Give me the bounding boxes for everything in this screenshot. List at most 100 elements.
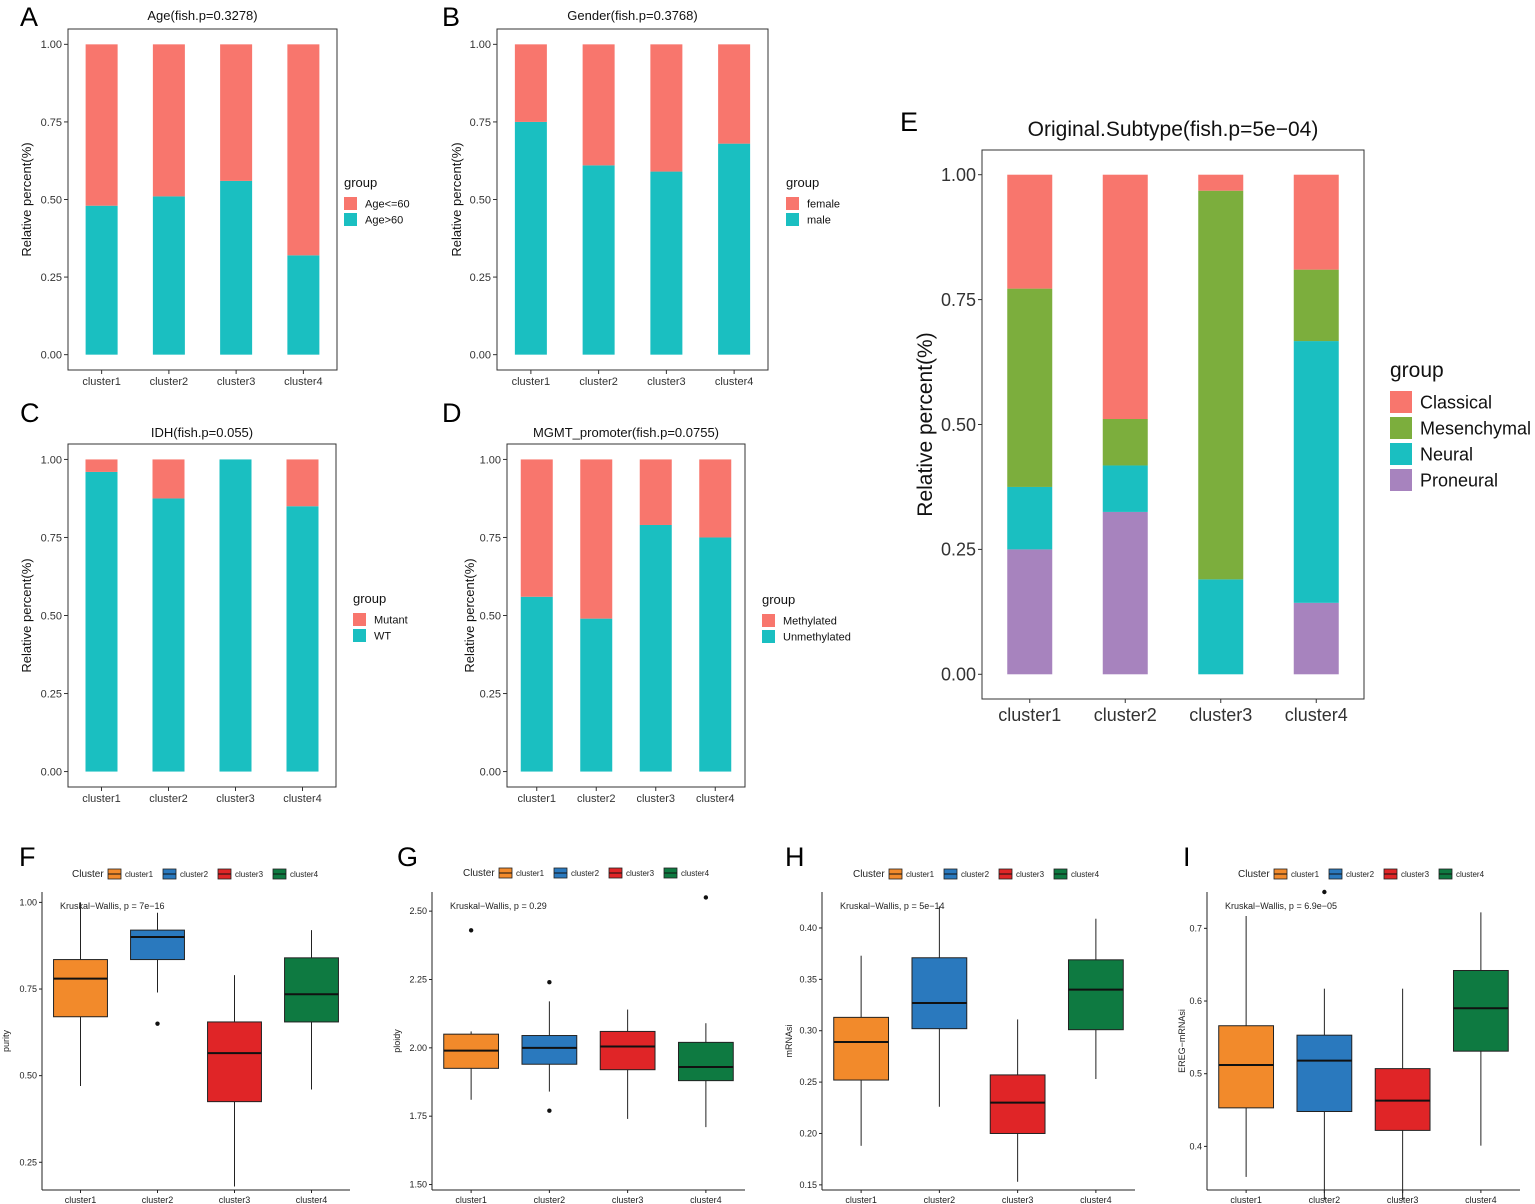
panel-d-ytick-label: 0.75 <box>480 532 501 544</box>
panel-d-bar-cluster1-unmethylated <box>520 596 553 772</box>
panel-g-xtick-label: cluster4 <box>690 1195 722 1204</box>
panel-e-xtick-label: cluster4 <box>1285 705 1348 725</box>
panel-f-ytick-label: 0.25 <box>19 1157 37 1167</box>
panel-h-box-cluster1 <box>833 1016 890 1081</box>
panel-d-legend-label: Methylated <box>783 615 837 627</box>
panel-e-ytick-label: 0.75 <box>941 290 976 310</box>
panel-b-ytick-label: 0.50 <box>470 194 491 206</box>
panel-e-bar-cluster4-proneural <box>1293 602 1339 675</box>
panel-d-bar-cluster4-unmethylated <box>699 537 732 772</box>
panel-i-box-cluster2 <box>1296 1034 1353 1113</box>
panel-b-bar-cluster1-female <box>514 44 547 122</box>
panel-g-legend-title: Cluster <box>463 868 495 879</box>
panel-h-ytick-label: 0.40 <box>799 923 817 933</box>
panel-i-ytick-label: 0.5 <box>1189 1069 1202 1079</box>
panel-e-ylabel: Relative percent(%) <box>914 332 937 516</box>
panel-d-legend-title: group <box>762 592 795 607</box>
panel-a-legend-label: Age<=60 <box>365 198 410 210</box>
panel-e-bar-cluster3-neural <box>1198 579 1244 675</box>
panel-f-box-cluster1 <box>53 959 108 1018</box>
panel-a-xtick-label: cluster2 <box>150 376 189 388</box>
panel-b: 0.00 0.25 0.50 0.75 1.00 cluster1 cluster2 clus… <box>449 8 840 388</box>
panel-a-bar-cluster1-age60 <box>85 44 118 206</box>
panel-e-legend-key <box>1390 443 1412 465</box>
panel-d-legend-key <box>762 630 775 643</box>
panel-e-legend-label: Proneural <box>1420 471 1498 491</box>
panel-d-bar-cluster4-methylated <box>699 459 732 538</box>
panel-d-bar-cluster3-methylated <box>639 459 672 525</box>
panel-c-bar-cluster1-mutant <box>85 459 118 472</box>
panel-c-ytick-label: 0.00 <box>41 766 62 778</box>
panel-i-legend-label: cluster1 <box>1291 870 1320 879</box>
panel-g-ytick-label: 1.50 <box>409 1180 427 1190</box>
panel-a-xtick-label: cluster4 <box>284 376 323 388</box>
panel-c-legend-key <box>353 613 366 626</box>
panel-i-ylabel: EREG−mRNAsi <box>1177 1009 1187 1073</box>
panel-g-legend-label: cluster2 <box>571 869 600 878</box>
panel-i: 0.4 0.5 0.6 0.7 cluster1 cluster2 cluster3 clus… <box>1177 868 1520 1204</box>
panel-f-xtick-label: cluster1 <box>65 1195 97 1204</box>
panel-g-ylabel: ploidy <box>392 1029 402 1053</box>
panel-e-title: Original.Subtype(fish.p=5e−04) <box>1028 118 1319 141</box>
panel-g-outlier <box>703 895 709 900</box>
panel-h: 0.15 0.20 0.25 0.30 0.35 0.40 cluster1 cluster2… <box>784 868 1135 1204</box>
panel-c-title: IDH(fish.p=0.055) <box>151 425 253 440</box>
panel-e-legend-key <box>1390 417 1412 439</box>
panel-e-bar-cluster2-proneural <box>1102 511 1148 675</box>
panel-f-legend-label: cluster2 <box>180 870 209 879</box>
panel-b-ytick-label: 1.00 <box>470 39 491 51</box>
panel-b-ytick-label: 0.00 <box>470 350 491 362</box>
panel-g-legend-label: cluster4 <box>681 869 710 878</box>
panel-g-legend-label: cluster3 <box>626 869 655 878</box>
panel-c-xtick-label: cluster4 <box>283 793 322 805</box>
panel-e-ytick-label: 0.00 <box>941 665 976 685</box>
panel-i-annotation: Kruskal−Wallis, p = 6.9e−05 <box>1225 901 1337 911</box>
panel-c-ytick-label: 0.25 <box>41 688 62 700</box>
panel-d-ytick-label: 0.25 <box>480 688 501 700</box>
panel-e-bar-cluster1-classical <box>1007 174 1053 289</box>
panel-d: 0.00 0.25 0.50 0.75 1.00 cluster1 cluster2 clus… <box>462 425 851 805</box>
panel-d-xtick-label: cluster1 <box>517 793 556 805</box>
panel-c-bar-cluster1-wt <box>85 471 118 772</box>
panel-f-ytick-label: 0.50 <box>19 1071 37 1081</box>
panel-b-xtick-label: cluster3 <box>647 376 686 388</box>
panel-g-box-cluster2 <box>521 1035 578 1065</box>
panel-e-ytick-label: 1.00 <box>941 165 976 185</box>
panel-d-xtick-label: cluster3 <box>636 793 675 805</box>
panel-f-legend-label: cluster4 <box>290 870 319 879</box>
panel-b-xtick-label: cluster4 <box>715 376 754 388</box>
panel-c-bar-cluster4-mutant <box>286 459 319 507</box>
panel-f-box-cluster3 <box>207 1021 262 1103</box>
panel-h-legend-label: cluster2 <box>961 870 990 879</box>
panel-b-legend-key <box>786 213 799 226</box>
panel-c: 0.00 0.25 0.50 0.75 1.00 cluster1 cluster2 clus… <box>19 425 408 805</box>
panel-h-box-cluster3 <box>989 1074 1046 1134</box>
panel-h-box-cluster4 <box>1067 959 1124 1031</box>
panel-a: 0.00 0.25 0.50 0.75 1.00 cluster1 cluster2 clus… <box>19 8 410 388</box>
panel-c-legend-key <box>353 629 366 642</box>
panel-e-legend-label: Classical <box>1420 393 1492 413</box>
panel-e-bar-cluster1-neural <box>1007 486 1053 550</box>
panel-c-ytick-label: 1.00 <box>41 454 62 466</box>
panel-a-legend-title: group <box>344 175 377 190</box>
panel-h-ytick-label: 0.20 <box>799 1128 817 1138</box>
panel-h-legend-label: cluster3 <box>1016 870 1045 879</box>
panel-i-xtick-label: cluster4 <box>1465 1195 1497 1204</box>
panel-b-bar-cluster1-male <box>514 121 547 355</box>
panel-f-annotation: Kruskal−Wallis, p = 7e−16 <box>60 901 164 911</box>
panel-a-legend-key <box>344 213 357 226</box>
panel-c-ytick-label: 0.75 <box>41 532 62 544</box>
panel-h-letter: H <box>785 842 805 872</box>
panel-b-legend-key <box>786 197 799 210</box>
panel-b-bar-cluster3-female <box>650 44 683 172</box>
panel-g-xtick-label: cluster1 <box>455 1195 487 1204</box>
panel-c-xtick-label: cluster3 <box>216 793 255 805</box>
panel-d-xtick-label: cluster4 <box>696 793 735 805</box>
panel-c-xtick-label: cluster1 <box>82 793 121 805</box>
panel-d-title: MGMT_promoter(fish.p=0.0755) <box>533 425 719 440</box>
panel-b-xtick-label: cluster1 <box>512 376 551 388</box>
panel-e-xtick-label: cluster3 <box>1189 705 1252 725</box>
panel-e-ytick-label: 0.25 <box>941 540 976 560</box>
panel-f: 0.25 0.50 0.75 1.00 cluster1 cluster2 cluster3… <box>1 868 350 1204</box>
panel-e: 0.00 0.25 0.50 0.75 1.00 cluster1 cluster2 clus… <box>914 118 1531 725</box>
